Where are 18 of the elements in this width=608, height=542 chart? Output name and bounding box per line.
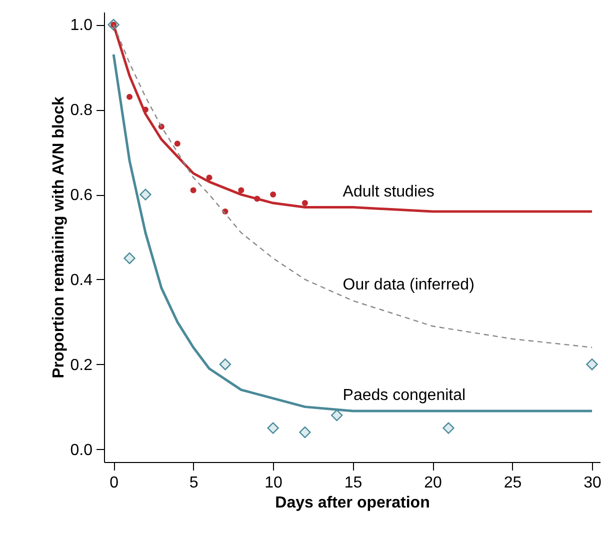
series-label: Paeds congenital (342, 387, 466, 404)
x-tick-label: 25 (504, 474, 522, 492)
y-tick-label: 1.0 (70, 17, 93, 34)
x-tick-label: 20 (424, 474, 442, 492)
x-tick-label: 15 (344, 474, 362, 492)
x-axis-title: Days after operation (275, 494, 430, 512)
y-tick-label: 0.2 (70, 356, 93, 374)
y-tick-label: 0.8 (70, 102, 93, 120)
y-tick-label: 0.6 (70, 187, 93, 204)
series-label: Our data (inferred) (342, 276, 474, 294)
x-tick-label: 5 (189, 474, 198, 492)
x-tick-label: 30 (584, 474, 602, 492)
x-tick-label: 10 (264, 474, 283, 492)
series-label: Adult studies (342, 183, 434, 200)
x-tick-label: 0 (110, 474, 119, 492)
y-tick-label: 0.4 (70, 272, 93, 289)
y-axis-title: Proportion remaining with AVN block (50, 96, 68, 378)
y-tick-label: 0.0 (70, 442, 93, 459)
